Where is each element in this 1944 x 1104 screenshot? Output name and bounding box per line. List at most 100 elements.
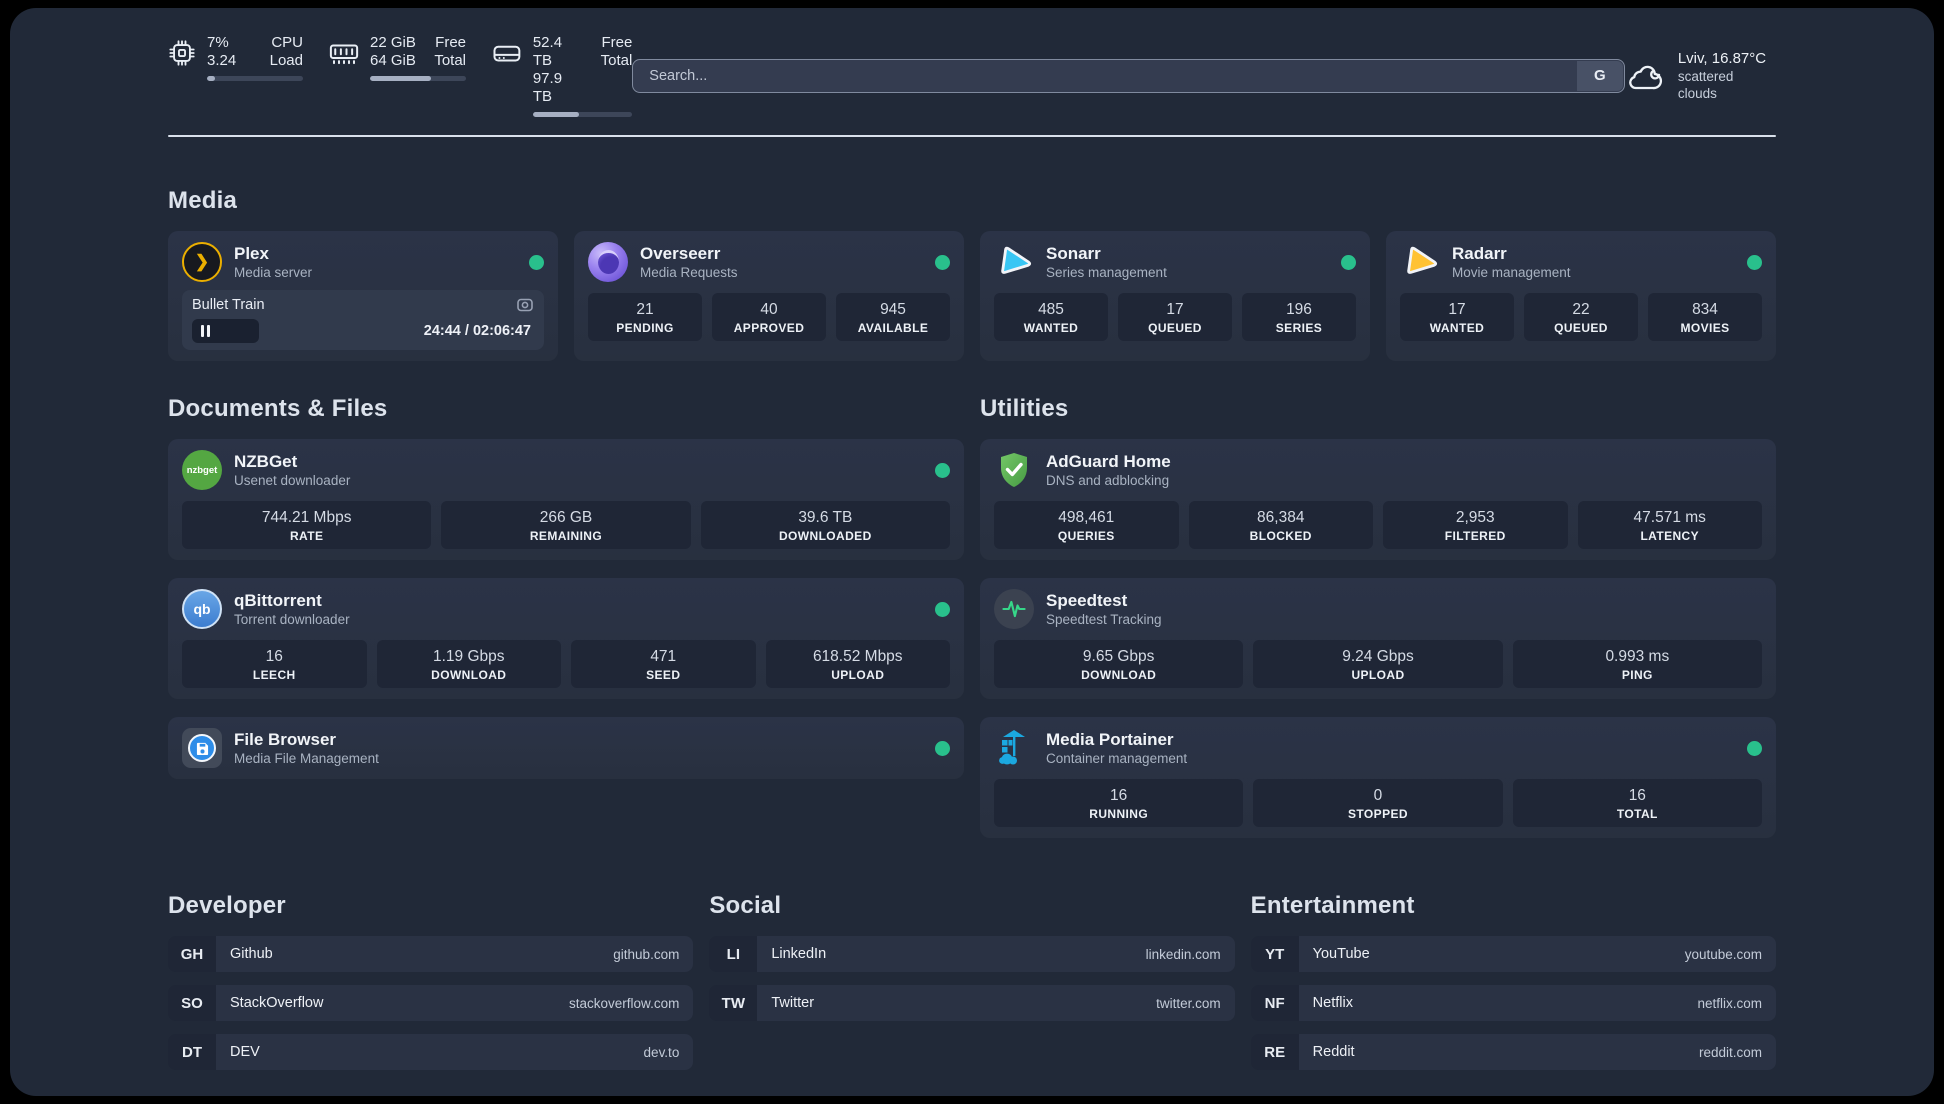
stat-downloaded: 39.6 TB DOWNLOADED [700,501,950,549]
bookmark-group-social: Social LI LinkedIn linkedin.com TW Twitte… [709,892,1235,1083]
documents-column: Documents & Files nzbget NZBGet Usenet d… [168,395,964,779]
playback-time: 24:44 / 02:06:47 [423,323,531,339]
cpu-usage-value: 7% [207,34,229,51]
service-card-radarr[interactable]: Radarr Movie management 17 WANTED 22 QUEUE… [1386,231,1776,361]
bookmark-url: youtube.com [1684,946,1762,962]
service-name: File Browser [234,730,337,749]
search-input[interactable] [632,58,1625,93]
bookmark-abbr: DT [168,1034,216,1070]
sonarr-icon [994,242,1034,282]
stat-queued: 17 QUEUED [1118,293,1232,341]
section-title-documents: Documents & Files [168,395,388,422]
bookmark-name: LinkedIn [771,946,827,962]
bookmark-netflix[interactable]: NF Netflix netflix.com [1250,985,1776,1021]
search-bar: G [632,58,1625,93]
utilities-column: Utilities AdGuard Home DNS and adblockin… [980,395,1776,838]
bookmark-github[interactable]: GH Github github.com [168,936,694,972]
bookmark-abbr: NF [1250,985,1299,1021]
memory-free-value: 22 GiB [370,34,416,51]
bookmark-dev[interactable]: DT DEV dev.to [168,1034,694,1070]
service-name: Plex [234,244,269,263]
disk-free-label: Free [601,34,633,51]
service-card-nzbget[interactable]: nzbget NZBGet Usenet downloader 744.21 M… [168,439,964,560]
service-name: AdGuard Home [1046,452,1171,471]
stat-blocked: 86,384 BLOCKED [1188,501,1373,549]
media-grid: ❯ Plex Media server Bullet Train [168,231,1776,361]
section-title-developer: Developer [168,892,286,919]
service-card-sonarr[interactable]: Sonarr Series management 485 WANTED 17 QUE… [980,231,1370,361]
stat-ping: 0.993 ms PING [1512,640,1762,688]
bookmark-url: linkedin.com [1145,946,1221,962]
service-card-plex[interactable]: ❯ Plex Media server Bullet Train [168,231,558,361]
bookmark-abbr: SO [168,985,216,1021]
disk-free-value: 52.4 TB [532,34,563,69]
header-divider [168,135,1776,137]
stat-seed: 471 SEED [571,640,756,688]
bookmark-abbr: LI [709,936,758,972]
stat-pending: 21 PENDING [588,293,702,341]
service-card-speedtest[interactable]: Speedtest Speedtest Tracking 9.65 Gbps DO… [980,578,1776,699]
hardware-stats: 7% 3.24 CPU Load [168,34,633,117]
stat-wanted: 17 WANTED [1400,293,1514,341]
bookmark-url: twitter.com [1156,995,1221,1011]
service-card-overseerr[interactable]: Overseerr Media Requests 21 PENDING 40 APP… [574,231,964,361]
cpu-icon [169,40,195,66]
speedtest-icon [994,589,1034,629]
service-card-filebrowser[interactable]: File Browser Media File Management [168,717,964,779]
stat-download: 9.65 Gbps DOWNLOAD [994,640,1244,688]
section-title-social: Social [709,892,782,919]
service-subtitle: Media File Management [234,751,379,766]
now-playing-title: Bullet Train [192,297,265,313]
cpu-usage-label: CPU [271,34,303,51]
service-subtitle: Speedtest Tracking [1046,612,1162,627]
bookmark-youtube[interactable]: YT YouTube youtube.com [1250,936,1776,972]
bookmark-name: DEV [230,1044,260,1060]
stat-total: 16 TOTAL [1512,779,1762,827]
status-dot [1747,254,1762,270]
pause-icon[interactable] [201,325,210,337]
service-card-portainer[interactable]: Media Portainer Container management 16 R… [980,717,1776,838]
service-name: Radarr [1452,244,1507,263]
stat-running: 16 RUNNING [994,779,1244,827]
bookmark-name: Github [230,946,273,962]
service-name: NZBGet [234,452,298,471]
disk-total-label: Total [600,52,633,69]
service-subtitle: Series management [1046,265,1167,280]
bookmark-linkedin[interactable]: LI LinkedIn linkedin.com [709,936,1235,972]
cpu-progress-bar [207,76,303,81]
service-subtitle: Container management [1046,751,1188,766]
plex-icon: ❯ [182,242,222,282]
status-dot [529,254,544,270]
stat-latency: 47.571 ms LATENCY [1577,501,1762,549]
memory-progress-bar [370,76,466,81]
bookmark-abbr: YT [1250,936,1299,972]
adguard-icon [994,450,1034,490]
service-card-adguard[interactable]: AdGuard Home DNS and adblocking 498,461 Q… [980,439,1776,560]
stat-wanted: 485 WANTED [994,293,1108,341]
stat-queries: 498,461 QUERIES [994,501,1179,549]
service-card-qbittorrent[interactable]: qb qBittorrent Torrent downloader 16 LEEC… [168,578,964,699]
memory-icon [329,44,359,65]
service-name: Speedtest [1046,591,1128,610]
memory-total-label: Total [434,52,466,69]
disk-icon [493,45,521,62]
bookmark-name: Twitter [771,995,815,1011]
video-icon [517,298,533,312]
memory-free-label: Free [435,34,466,51]
qbittorrent-icon: qb [182,589,222,629]
disk-widget: 52.4 TB 97.9 TB Free Total [492,34,633,117]
status-dot [935,254,950,270]
search-provider-button[interactable]: G [1576,60,1623,91]
bookmark-twitter[interactable]: TW Twitter twitter.com [709,985,1235,1021]
service-subtitle: Media Requests [640,265,738,280]
section-title-utilities: Utilities [980,395,1069,422]
bookmark-url: stackoverflow.com [569,995,680,1011]
bookmark-stackoverflow[interactable]: SO StackOverflow stackoverflow.com [168,985,694,1021]
bookmark-reddit[interactable]: RE Reddit reddit.com [1250,1034,1776,1070]
playback-progress: 24:44 / 02:06:47 [192,319,534,343]
disk-total-value: 97.9 TB [532,70,563,105]
stat-movies: 834 MOVIES [1648,293,1762,341]
bookmark-abbr: GH [168,936,216,972]
service-name: Sonarr [1046,244,1101,263]
bookmark-group-developer: Developer GH Github github.com SO StackOv… [168,892,694,1083]
